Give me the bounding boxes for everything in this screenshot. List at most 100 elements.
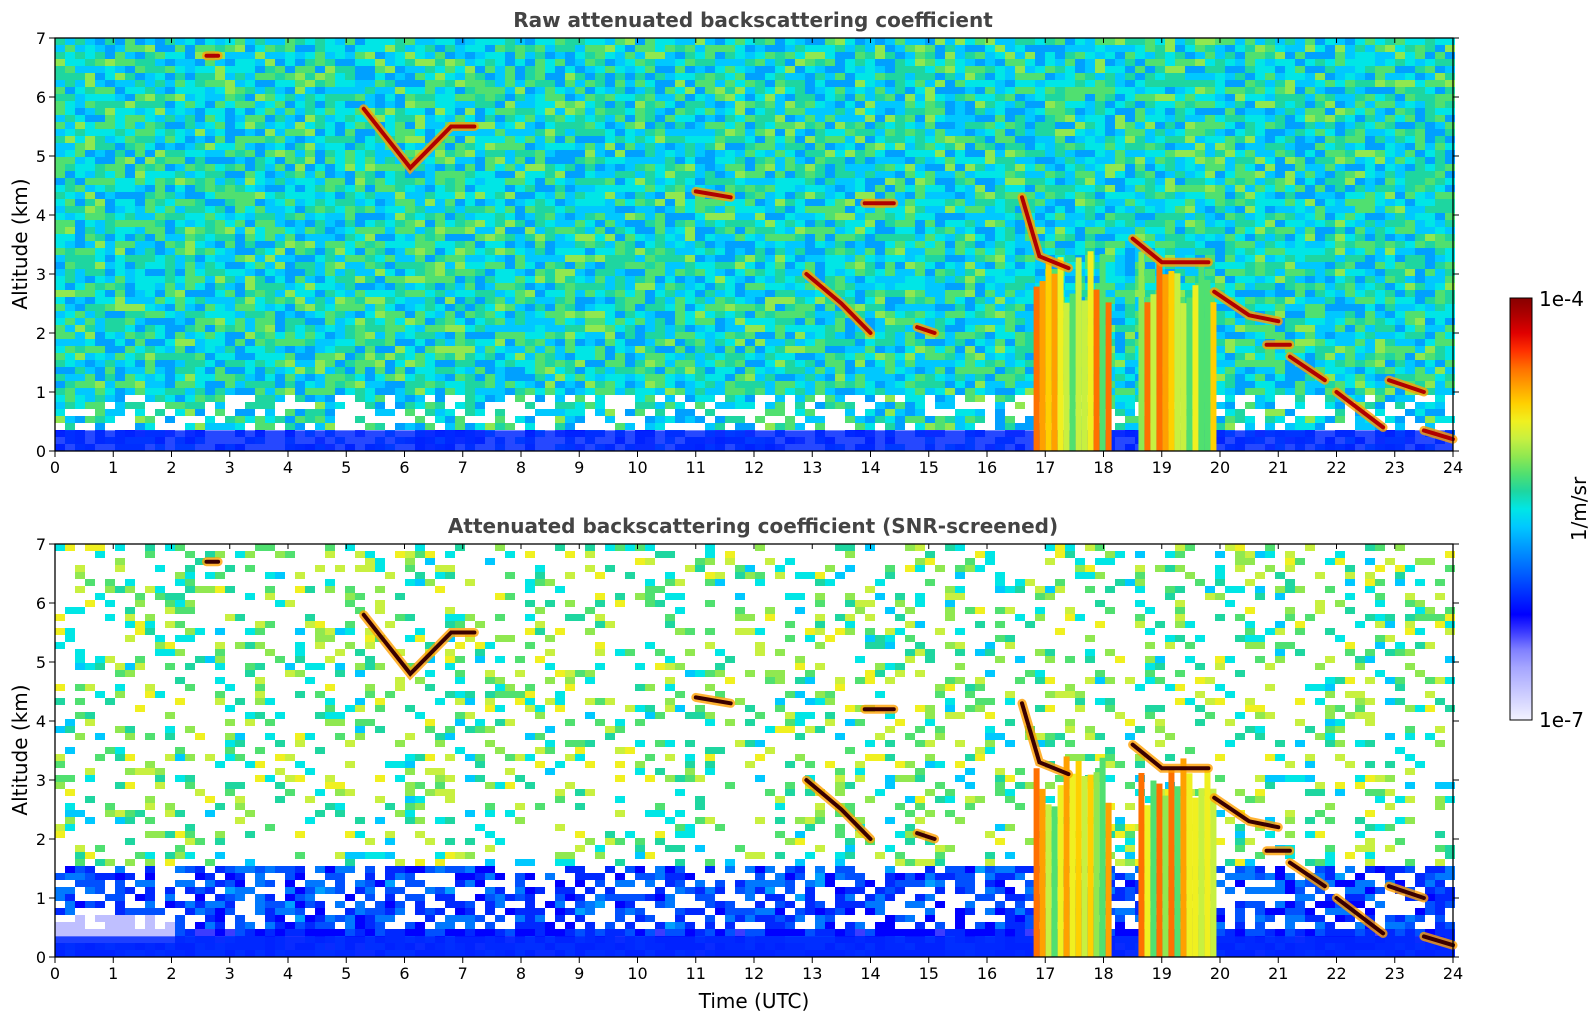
backscatter-cell	[525, 52, 535, 59]
backscatter-cell	[725, 255, 735, 262]
backscatter-cell	[455, 185, 465, 192]
backscatter-cell	[505, 297, 515, 304]
backscatter-cell	[605, 416, 615, 423]
backscatter-cell	[315, 136, 325, 143]
backscatter-cell	[355, 213, 365, 220]
backscatter-cell	[415, 423, 425, 430]
backscatter-cell	[385, 45, 395, 52]
backscatter-cell	[395, 80, 405, 87]
backscatter-cell	[525, 374, 535, 381]
backscatter-cell	[585, 248, 595, 255]
backscatter-cell	[105, 213, 115, 220]
backscatter-cell	[235, 255, 245, 262]
backscatter-cell	[615, 94, 625, 101]
backscatter-cell	[155, 346, 165, 353]
backscatter-cell	[55, 297, 65, 304]
backscatter-cell	[395, 234, 405, 241]
backscatter-cell	[175, 52, 185, 59]
backscatter-cell	[615, 122, 625, 129]
backscatter-cell	[315, 206, 325, 213]
backscatter-cell	[545, 192, 555, 199]
backscatter-cell	[635, 122, 645, 129]
backscatter-cell	[285, 157, 295, 164]
backscatter-cell	[875, 283, 885, 290]
backscatter-cell	[805, 94, 815, 101]
backscatter-cell	[765, 241, 775, 248]
backscatter-cell	[795, 290, 805, 297]
backscatter-cell	[665, 332, 675, 339]
backscatter-cell	[895, 171, 905, 178]
backscatter-cell	[595, 213, 605, 220]
backscatter-cell	[195, 171, 205, 178]
backscatter-cell	[735, 101, 745, 108]
backscatter-cell	[235, 122, 245, 129]
backscatter-cell	[755, 297, 765, 304]
backscatter-cell	[485, 220, 495, 227]
backscatter-cell	[135, 150, 145, 157]
backscatter-cell	[695, 339, 705, 346]
backscatter-cell	[695, 101, 705, 108]
backscatter-cell	[75, 374, 85, 381]
backscatter-cell	[105, 185, 115, 192]
backscatter-cell	[85, 318, 95, 325]
backscatter-cell	[405, 276, 415, 283]
backscatter-cell	[245, 248, 255, 255]
backscatter-cell	[625, 374, 635, 381]
backscatter-cell	[265, 171, 275, 178]
backscatter-cell	[375, 178, 385, 185]
backscatter-cell	[555, 255, 565, 262]
backscatter-cell	[715, 59, 725, 66]
backscatter-cell	[265, 164, 275, 171]
backscatter-cell	[825, 227, 835, 234]
backscatter-cell	[595, 185, 605, 192]
backscatter-cell	[175, 227, 185, 234]
backscatter-cell	[415, 220, 425, 227]
backscatter-cell	[675, 290, 685, 297]
backscatter-cell	[205, 157, 215, 164]
backscatter-cell	[665, 297, 675, 304]
backscatter-cell	[595, 346, 605, 353]
backscatter-cell	[695, 45, 705, 52]
backscatter-cell	[755, 304, 765, 311]
backscatter-cell	[615, 346, 625, 353]
backscatter-cell	[765, 213, 775, 220]
backscatter-cell	[835, 360, 845, 367]
backscatter-cell	[225, 122, 235, 129]
backscatter-cell	[355, 157, 365, 164]
backscatter-cell	[895, 220, 905, 227]
backscatter-cell	[815, 416, 825, 423]
backscatter-cell	[675, 241, 685, 248]
backscatter-cell	[385, 220, 395, 227]
backscatter-cell	[385, 304, 395, 311]
backscatter-cell	[615, 213, 625, 220]
backscatter-cell	[505, 122, 515, 129]
backscatter-cell	[655, 283, 665, 290]
backscatter-cell	[235, 262, 245, 269]
backscatter-cell	[775, 339, 785, 346]
backscatter-cell	[785, 311, 795, 318]
backscatter-cell	[415, 129, 425, 136]
backscatter-cell	[675, 185, 685, 192]
backscatter-cell	[655, 262, 665, 269]
backscatter-cell	[415, 332, 425, 339]
backscatter-cell	[635, 164, 645, 171]
backscatter-cell	[715, 276, 725, 283]
backscatter-cell	[335, 381, 345, 388]
backscatter-cell	[735, 325, 745, 332]
backscatter-cell	[895, 59, 905, 66]
backscatter-cell	[415, 241, 425, 248]
backscatter-cell	[575, 227, 585, 234]
backscatter-cell	[525, 157, 535, 164]
backscatter-cell	[375, 185, 385, 192]
backscatter-cell	[315, 325, 325, 332]
backscatter-cell	[515, 178, 525, 185]
backscatter-cell	[715, 80, 725, 87]
backscatter-cell	[865, 255, 875, 262]
backscatter-cell	[475, 122, 485, 129]
backscatter-cell	[335, 80, 345, 87]
backscatter-cell	[465, 108, 475, 115]
backscatter-cell	[65, 150, 75, 157]
backscatter-cell	[65, 283, 75, 290]
backscatter-cell	[265, 311, 275, 318]
backscatter-cell	[855, 45, 865, 52]
